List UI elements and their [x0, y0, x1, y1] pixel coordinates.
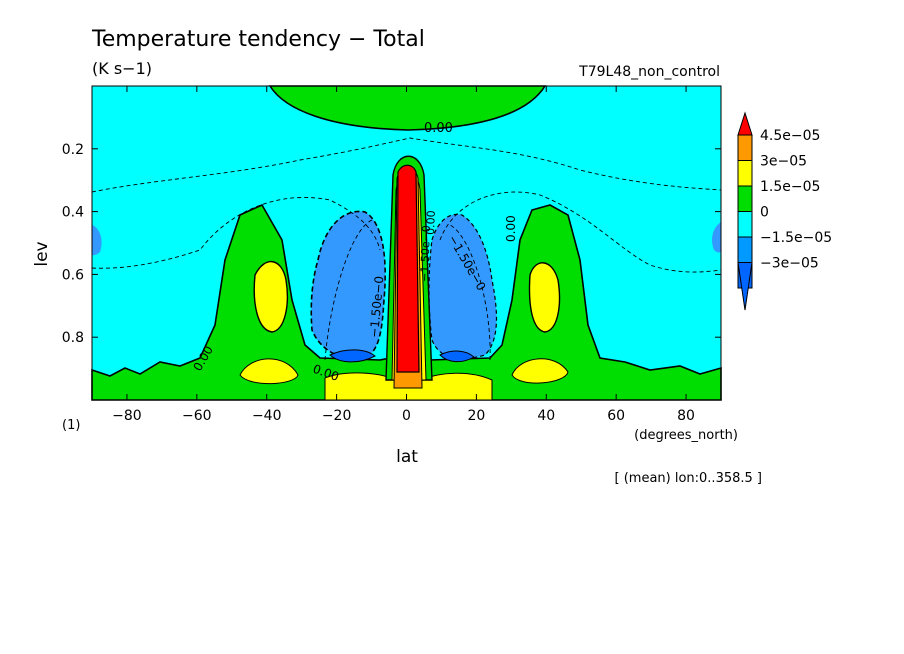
x-tick-label: −20: [322, 408, 352, 424]
x-tick-label: 60: [607, 408, 625, 424]
x-axis-units: (degrees_north): [634, 428, 738, 443]
contour-label: 0.00: [504, 215, 518, 242]
colorbar-bottom-arrow: [737, 262, 753, 311]
contour-yellow-low-right: [511, 358, 569, 384]
colorbar-box: [737, 236, 753, 263]
plot-area: 0.00 0.00 0.00 0.00 −1.50e−0 −1.50e−0 −1…: [91, 85, 722, 401]
contour-label: 0.00: [424, 121, 453, 136]
colorbar-top-arrow: [737, 111, 753, 136]
chart-units: (K s−1): [92, 59, 152, 78]
x-tick-label: 80: [677, 408, 695, 424]
colorbar-label: 4.5e−05: [760, 128, 820, 144]
colorbar-box: [737, 160, 753, 187]
contour-red-column: [396, 164, 420, 373]
x-tick-label: −40: [252, 408, 282, 424]
contour-dashed-upper: [91, 137, 722, 193]
contour-yellow-low-left: [239, 358, 299, 385]
y-axis: 0.2 0.4 0.6 0.8: [62, 142, 721, 346]
contour-label: −1.50e−0: [367, 275, 386, 338]
y-axis-label: lev: [32, 241, 52, 266]
x-tick-label: −80: [112, 408, 142, 424]
contour-dashed-inner-right: [449, 224, 491, 361]
colorbar-box: [737, 134, 753, 161]
contour-dashed-right: [439, 191, 722, 273]
colorbar-label: 0: [760, 205, 769, 221]
colorbar-box: [737, 211, 753, 238]
y-tick-label: 0.4: [62, 205, 84, 221]
colorbar-label: 3e−05: [760, 154, 807, 170]
x-tick-label: 0: [402, 408, 411, 424]
x-tick-label: 40: [537, 408, 555, 424]
x-tick-label: −60: [182, 408, 212, 424]
colorbar-label: 1.5e−05: [760, 179, 820, 195]
contour-dashed-left: [91, 197, 381, 269]
colorbar-box: [737, 185, 753, 212]
contour-green-cap: [268, 85, 547, 131]
contour-deep-blue-right: [439, 350, 475, 363]
x-axis: −80 −60 −40 −20 0 20 40 60 80: [112, 86, 695, 424]
contour-label: 0.00: [424, 210, 438, 235]
x-axis-label: lat: [396, 447, 418, 467]
y-tick-label: 0.6: [62, 267, 84, 283]
contour-label: −1.50e−0: [418, 225, 433, 282]
x-tick-label: 20: [467, 408, 485, 424]
colorbar-label: −1.5e−05: [760, 230, 832, 246]
contour-dashed-inner-left: [324, 219, 373, 361]
contour-deep-blue-left: [329, 349, 376, 363]
colorbar: 4.5e−05 3e−05 1.5e−05 0 −1.5e−05 −3e−05: [737, 111, 832, 311]
chart-title: Temperature tendency − Total: [91, 27, 425, 52]
contour-blue-right: [428, 213, 498, 360]
y-axis-units: (1): [62, 418, 80, 433]
contour-blue-edge-right: [712, 222, 721, 253]
contour-yellow-right: [528, 262, 561, 333]
y-tick-label: 0.8: [62, 330, 84, 346]
colorbar-label: −3e−05: [760, 256, 819, 272]
run-name: T79L48_non_control: [578, 64, 720, 80]
y-tick-label: 0.2: [62, 142, 84, 158]
contour-blue-edge-left: [92, 225, 102, 256]
footer-note: [ (mean) lon:0..358.5 ]: [615, 471, 763, 486]
contour-yellow-left: [253, 261, 289, 333]
